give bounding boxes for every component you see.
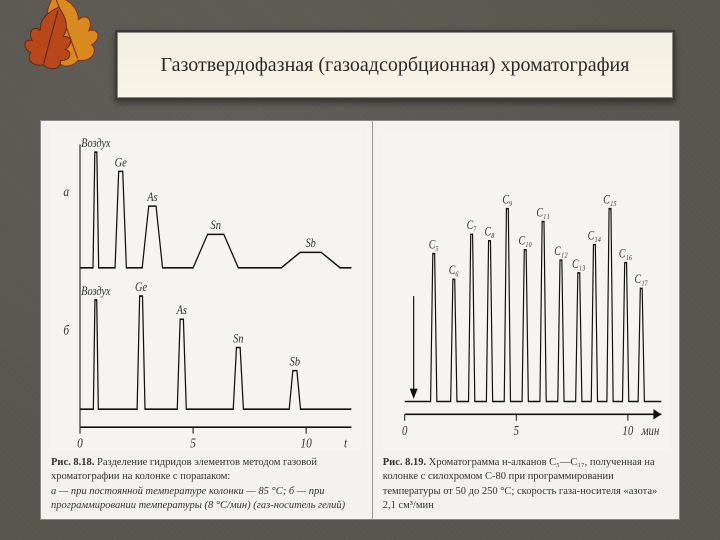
svg-text:0: 0 [402,423,408,439]
svg-text:Воздух: Воздух [81,136,111,150]
svg-text:C₁₂: C₁₂ [554,245,567,258]
svg-text:10: 10 [622,423,633,439]
svg-text:C₅: C₅ [428,238,438,251]
svg-text:C₈: C₈ [484,226,494,239]
caption-right: Рис. 8.19. Хроматограмма н-алканов С₅—С₁… [383,450,669,513]
chromatogram-right: C₅ C₆ C₇ C₈ C₉ C₁₀ C₁₁ C₁₂ C₁₃ C₁₄ C₁₅ C₁₆C₁₇ 0 5 10 ми… [383,129,669,450]
svg-text:5: 5 [190,436,196,451]
svg-text:As: As [176,303,188,317]
svg-text:C₁₅: C₁₅ [603,193,616,206]
svg-text:C₁₆: C₁₆ [619,247,632,260]
fig-number-left: Рис. 8.18. [51,457,94,468]
fig-number-right: Рис. 8.19. [383,457,426,468]
svg-text:C₁₁: C₁₁ [536,206,549,219]
figure-8-18: а б Воздух Ge As Sn Sb Воздух Ge As Sn Sb 0 5 10 t Рис.… [41,121,373,519]
svg-text:C₁₄: C₁₄ [587,229,600,242]
svg-text:C₇: C₇ [466,219,476,232]
svg-text:C₉: C₉ [502,193,512,206]
svg-text:C₁₃: C₁₃ [572,258,585,271]
caption-left-sub: а — при постоянной температуре колонки —… [51,486,345,511]
svg-text:Sb: Sb [290,354,300,368]
caption-left: Рис. 8.18. Разделение гидридов элементов… [51,450,362,513]
svg-text:Sb: Sb [306,236,316,250]
svg-text:а: а [63,184,69,199]
svg-text:Sn: Sn [233,331,243,345]
svg-text:5: 5 [513,423,518,439]
figure-8-19: C₅ C₆ C₇ C₈ C₉ C₁₀ C₁₁ C₁₂ C₁₃ C₁₄ C₁₅ C₁₆C₁₇ 0 5 10 ми… [373,121,679,519]
title-bar: Газотвердофазная (газоадсорбционная) хро… [115,30,675,100]
svg-text:б: б [63,323,69,338]
svg-text:0: 0 [77,436,83,451]
svg-text:мин: мин [641,423,660,439]
svg-text:Ge: Ge [115,155,127,169]
chromatogram-left: а б Воздух Ge As Sn Sb Воздух Ge As Sn Sb 0 5 10 t [51,129,362,450]
svg-text:10: 10 [300,436,312,451]
slide-title: Газотвердофазная (газоадсорбционная) хро… [161,52,630,78]
svg-text:As: As [146,190,158,204]
autumn-leaves-icon [8,0,128,82]
svg-text:Sn: Sn [211,218,221,232]
svg-text:C₆: C₆ [449,264,459,277]
svg-text:Воздух: Воздух [81,284,111,298]
svg-text:Ge: Ge [135,280,147,294]
svg-text:C₁₇: C₁₇ [634,273,647,286]
figures-panel: а б Воздух Ge As Sn Sb Воздух Ge As Sn Sb 0 5 10 t Рис.… [40,120,680,520]
svg-text:t: t [344,436,348,451]
svg-text:C₁₀: C₁₀ [518,235,531,248]
